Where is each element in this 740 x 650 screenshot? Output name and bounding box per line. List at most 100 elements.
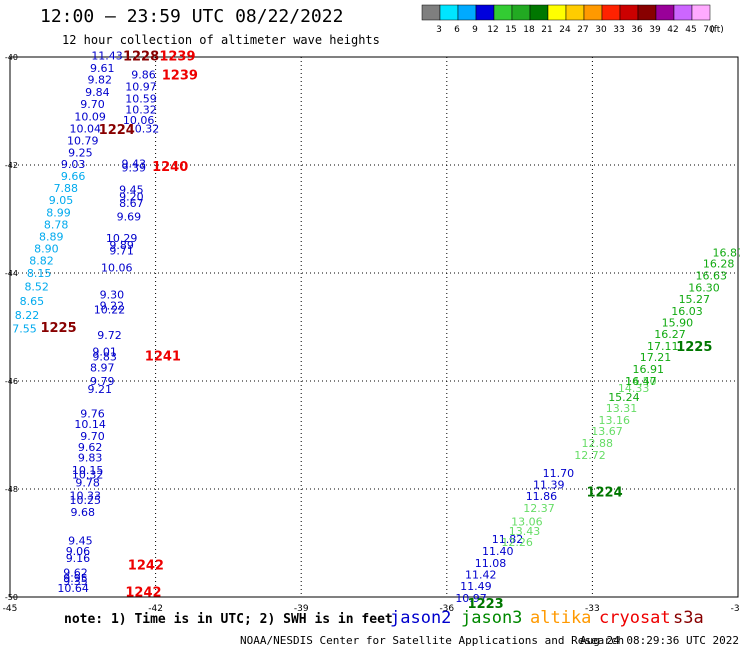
wave-height-value: 9.20 [119,190,144,203]
wave-height-value: 17.21 [640,351,672,364]
wave-height-value: 9.70 [80,98,105,111]
lon-tick-label: -36 [439,604,454,614]
wave-height-value: 15.27 [679,293,711,306]
wave-height-value: 16.30 [688,282,720,295]
wave-height-value: 8.22 [15,309,40,322]
wave-height-value: 10.22 [94,304,126,317]
generated-timestamp: Aug 24 08:29:36 UTC 2022 [580,634,739,647]
wave-height-value: 8.67 [119,197,144,210]
legend-tick-label: 42 [667,25,678,34]
wave-height-value: 12.88 [582,437,614,450]
pass-time-label: 1224 [586,486,622,501]
legend-tick-label: 36 [631,25,643,34]
satellite-jason2: jason2 [390,608,452,628]
wave-height-value: 9.22 [100,299,125,312]
wave-height-value: 11.49 [460,580,492,593]
wave-height-value: 10.97 [455,592,487,605]
wave-height-value: 11.42 [465,568,497,581]
legend-tick-label: 70 [703,25,715,34]
wave-height-value: 14.33 [618,382,650,395]
wave-height-value: 14.50 [625,375,657,388]
wave-height-value: 10.04 [69,122,101,135]
wave-height-value: 13.31 [606,402,638,415]
wave-height-value: 15.24 [608,391,640,404]
wave-height-value: 9.45 [119,183,144,196]
lat-tick-label: -42 [5,161,18,170]
wave-height-value: 16.27 [654,328,686,341]
wave-height-value: 9.68 [71,506,96,519]
wave-height-value: 16.03 [671,305,703,318]
legend-tick-label: 33 [613,25,624,34]
pass-time-label: 1242 [128,559,164,574]
color-scale-legend: 3 6 9 12 15 18 21 24 27 30 33 36 39 42 45 70(ft) [421,4,724,34]
wave-height-value: 9.66 [61,170,86,183]
wave-height-value: 9.78 [75,477,100,490]
wave-height-value: 9.25 [68,147,93,160]
pass-time-label: 1242 [125,586,161,601]
wave-height-value: 9.30 [100,289,125,302]
wave-height-value: 9.16 [66,552,91,565]
wave-height-value: 9.83 [92,351,117,364]
wave-height-value: 9.35 [63,575,88,588]
wave-height-value: 16.63 [696,270,728,283]
wave-height-value: 10.32 [128,122,160,135]
wave-height-value: 8.99 [46,207,71,220]
wave-height-value: 9.76 [80,407,105,420]
wave-height-value: 9.82 [88,74,113,87]
lon-tick-label: -45 [3,604,18,614]
pass-time-label: 1228 [123,49,159,64]
wave-height-value: 9.01 [92,345,117,358]
wave-height-value: 11.08 [475,557,507,570]
wave-height-value: 9.43 [122,157,147,170]
wave-height-value: 11.82 [492,533,524,546]
pass-time-label: 1224 [99,123,135,138]
wave-height-value: 8.65 [20,295,45,308]
wave-height-value: 7.88 [54,182,79,195]
wave-height-value: 16.91 [632,363,664,376]
wave-height-value: 10.59 [125,93,157,106]
wave-height-value: 9.79 [90,375,115,388]
pass-time-label: 1240 [152,160,188,175]
lon-tick-label: -33 [585,604,600,614]
pass-time-label: 1225 [676,340,712,355]
pass-time-label: 1239 [162,68,198,83]
wave-height-value: 10.32 [72,468,104,481]
satellite-s3a: s3a [673,608,704,628]
legend-tick-label: 15 [505,25,516,34]
wave-height-value: 9.70 [80,430,105,443]
wave-height-value: 9.21 [88,383,113,396]
satellite-altika: altika [530,608,592,628]
pass-time-label: 1225 [40,321,76,336]
legend-tick-label: 21 [541,25,552,34]
lon-tick-label: -30 [731,604,740,614]
page-title: 12:00 – 23:59 UTC 08/22/2022 [40,6,344,27]
wave-height-value: 10.79 [67,135,99,148]
wave-height-value: 10.33 [69,489,101,502]
wave-height-value: 11.39 [533,479,565,492]
page-subtitle: 12 hour collection of altimeter wave hei… [62,33,380,47]
satellite-jason3: jason3 [461,608,523,628]
wave-height-value: 9.69 [117,210,142,223]
wave-height-value: 9.39 [122,162,147,175]
wave-height-value: 10.97 [125,81,157,94]
wave-height-value: 16.47 [625,375,657,388]
legend-tick-label: 12 [487,25,498,34]
wave-height-value: 10.15 [72,464,104,477]
wave-height-value: 11.70 [543,467,575,480]
wave-height-value: 13.06 [511,515,543,528]
wave-height-value: 12.72 [574,449,606,462]
wave-height-value: 8.52 [24,281,49,294]
wave-height-value: 9.62 [63,567,88,580]
legend-tick-label: 45 [685,25,696,34]
wave-height-value: 10.32 [125,103,157,116]
wave-height-value: 13.67 [591,425,623,438]
wave-height-value: 17.11 [647,340,679,353]
legend-tick-label: 30 [595,25,607,34]
satellite-cryosat: cryosat [599,608,671,628]
wave-height-value: 9.71 [109,244,134,257]
map-frame [9,56,739,598]
lon-tick-label: -39 [294,604,309,614]
wave-height-value: 9.05 [49,194,74,207]
wave-height-value: 9.72 [97,329,122,342]
